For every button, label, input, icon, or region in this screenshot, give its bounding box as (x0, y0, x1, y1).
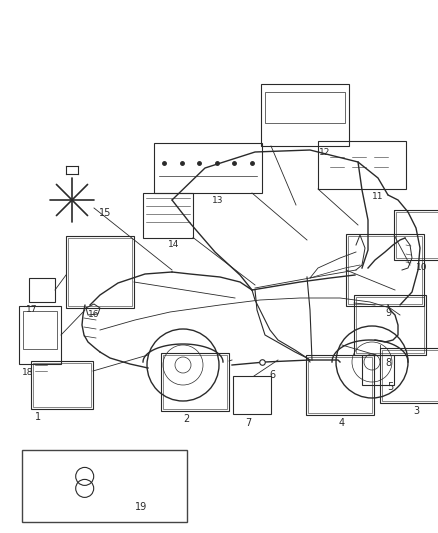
Bar (265, 92, 345, 123)
Text: 17: 17 (26, 305, 38, 314)
Bar (356, 297, 424, 353)
Text: 12: 12 (319, 148, 331, 157)
Bar (362, 355, 394, 385)
Bar (233, 376, 271, 414)
Bar (154, 143, 262, 193)
Text: 3: 3 (413, 406, 419, 416)
Bar (318, 141, 406, 189)
Text: 9: 9 (385, 308, 391, 318)
Text: 8: 8 (385, 358, 391, 368)
Bar (23, 311, 57, 349)
Bar (396, 212, 438, 258)
Text: 16: 16 (88, 310, 100, 319)
Bar (354, 295, 426, 355)
Bar (382, 350, 438, 400)
Text: 10: 10 (416, 263, 428, 272)
Bar (161, 353, 229, 411)
Bar (163, 355, 227, 409)
Bar (33, 363, 91, 407)
Text: 4: 4 (339, 418, 345, 428)
Bar (308, 357, 372, 413)
Bar (306, 355, 374, 415)
Text: 19: 19 (134, 502, 147, 512)
Text: 15: 15 (99, 208, 111, 218)
Bar (22, 450, 187, 522)
Text: 2: 2 (183, 414, 189, 424)
Bar (261, 84, 349, 146)
Text: 18: 18 (22, 368, 34, 377)
Bar (380, 348, 438, 402)
Bar (68, 238, 132, 306)
Bar (19, 306, 61, 364)
Bar (394, 210, 438, 260)
Bar (143, 192, 193, 238)
Text: 1: 1 (35, 412, 41, 422)
Bar (348, 236, 422, 304)
Text: 5: 5 (387, 382, 393, 392)
Bar (346, 234, 424, 306)
Text: 14: 14 (168, 240, 180, 249)
Text: 11: 11 (372, 192, 384, 201)
Text: 13: 13 (212, 196, 224, 205)
Bar (31, 361, 93, 409)
Text: 6: 6 (269, 370, 275, 380)
Bar (66, 236, 134, 308)
Bar (29, 278, 55, 302)
Text: 7: 7 (245, 418, 251, 428)
